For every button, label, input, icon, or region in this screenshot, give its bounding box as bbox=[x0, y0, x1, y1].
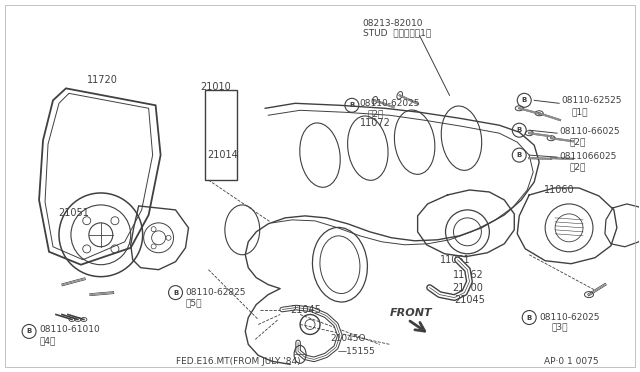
Text: B: B bbox=[173, 289, 178, 296]
Text: B: B bbox=[522, 97, 527, 103]
Text: 08110-62825: 08110-62825 bbox=[186, 288, 246, 296]
Text: 08213-82010: 08213-82010 bbox=[363, 19, 423, 28]
Text: 0811066025: 0811066025 bbox=[559, 152, 616, 161]
Text: （4）: （4） bbox=[39, 336, 56, 346]
Text: 08110-62025: 08110-62025 bbox=[360, 99, 420, 108]
Text: （5）: （5） bbox=[186, 299, 202, 308]
Text: FED.E16.MT(FROM JULY '84): FED.E16.MT(FROM JULY '84) bbox=[175, 357, 300, 366]
Text: （2）: （2） bbox=[569, 162, 586, 171]
Text: 11061: 11061 bbox=[440, 255, 470, 265]
Text: （1）: （1） bbox=[571, 107, 588, 116]
Text: 21051: 21051 bbox=[58, 208, 89, 218]
Text: B: B bbox=[26, 328, 32, 334]
Text: 11062: 11062 bbox=[452, 270, 483, 280]
Text: 21045: 21045 bbox=[454, 295, 485, 305]
Text: 21014: 21014 bbox=[207, 150, 238, 160]
Text: 21010: 21010 bbox=[200, 82, 231, 92]
Text: 21200: 21200 bbox=[452, 283, 483, 293]
Text: 08110-62025: 08110-62025 bbox=[539, 312, 600, 321]
Text: 08110-62525: 08110-62525 bbox=[561, 96, 621, 105]
Text: B: B bbox=[349, 102, 355, 108]
Text: 08110-66025: 08110-66025 bbox=[559, 127, 620, 136]
Bar bbox=[205, 90, 237, 180]
Text: 08110-61010: 08110-61010 bbox=[39, 326, 100, 334]
Text: B: B bbox=[516, 127, 522, 133]
Text: 21045: 21045 bbox=[290, 305, 321, 315]
Text: 11060: 11060 bbox=[544, 185, 575, 195]
Text: AP·0 1 0075: AP·0 1 0075 bbox=[544, 357, 599, 366]
Text: FRONT: FRONT bbox=[390, 308, 433, 318]
Text: （3）: （3） bbox=[551, 323, 568, 331]
Text: —15155: —15155 bbox=[338, 347, 376, 356]
Text: 21045O: 21045O bbox=[330, 334, 365, 343]
Text: （2）: （2） bbox=[368, 109, 384, 118]
Text: B: B bbox=[516, 152, 522, 158]
Text: （2）: （2） bbox=[569, 137, 586, 146]
Text: STUD  スタッド（1）: STUD スタッド（1） bbox=[363, 29, 431, 38]
Text: 11072: 11072 bbox=[360, 118, 391, 128]
Text: B: B bbox=[527, 314, 532, 321]
Text: 11720: 11720 bbox=[87, 76, 118, 86]
